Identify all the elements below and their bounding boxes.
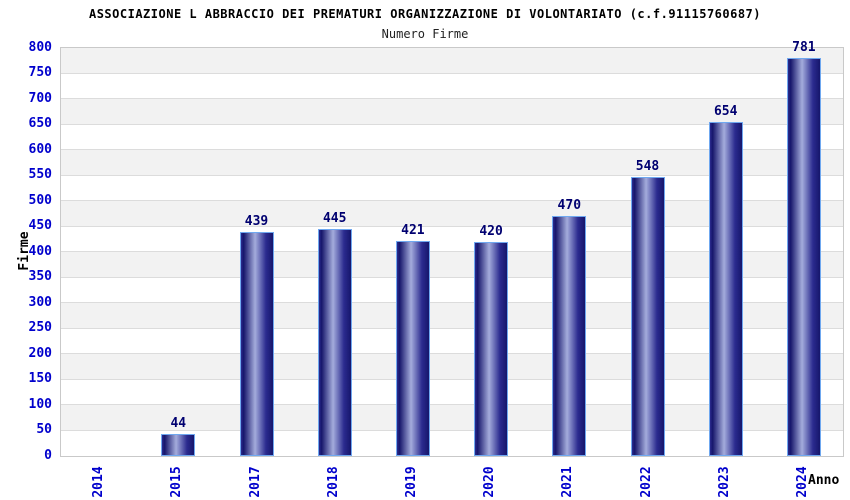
- x-axis-tick-label: 2020: [482, 466, 498, 498]
- bar-value-label: 470: [557, 198, 582, 214]
- chart-title: ASSOCIAZIONE L ABBRACCIO DEI PREMATURI O…: [88, 7, 762, 21]
- x-axis-tick-label: 2014: [91, 466, 107, 498]
- bar: [708, 122, 743, 456]
- grid-band: [61, 99, 843, 125]
- y-axis-tick-label: 650: [28, 116, 52, 131]
- y-axis-tick-label: 150: [28, 371, 52, 386]
- bar: [317, 229, 352, 456]
- bar: [552, 216, 587, 456]
- grid-band: [61, 73, 843, 99]
- x-axis-tick-label: 2019: [403, 466, 419, 498]
- y-axis-tick-label: 800: [28, 39, 52, 55]
- y-axis-tick-label: 300: [28, 294, 52, 310]
- y-axis-tick-label: 250: [28, 320, 52, 335]
- bar: [239, 232, 274, 456]
- x-axis-tick-label: 2018: [325, 466, 341, 498]
- y-axis-tick-label: 700: [28, 90, 52, 106]
- y-axis-tick-label: 500: [28, 192, 52, 208]
- y-axis-tick-label: 50: [36, 422, 52, 437]
- bar-value-label: 654: [713, 104, 738, 120]
- bar: [395, 241, 430, 456]
- bar-value-label: 421: [401, 223, 425, 239]
- bar-value-label: 781: [792, 39, 816, 55]
- y-axis-tick-label: 600: [28, 141, 52, 157]
- bar: [161, 433, 196, 456]
- bar-value-label: 439: [244, 214, 269, 230]
- y-axis-tick-label: 200: [28, 345, 52, 361]
- y-axis-tick-label: 750: [28, 65, 52, 80]
- grid-band: [61, 48, 843, 74]
- x-axis-tick-label: 2023: [716, 466, 732, 498]
- bar-value-label: 44: [170, 415, 187, 431]
- y-axis-tick-label: 350: [28, 269, 52, 284]
- bar: [474, 241, 509, 456]
- bar: [630, 176, 665, 456]
- x-axis-title: Anno: [808, 473, 840, 488]
- y-axis-title: Firme: [17, 231, 32, 271]
- y-axis-tick-label: 550: [28, 167, 52, 182]
- bar-value-label: 445: [322, 211, 347, 227]
- y-axis-tick-label: 0: [44, 447, 52, 463]
- bar: [786, 57, 821, 456]
- y-axis-tick-label: 400: [28, 243, 52, 259]
- x-axis-tick-label: 2021: [560, 466, 576, 498]
- x-axis-tick-label: 2022: [638, 466, 654, 498]
- y-axis-tick-label: 450: [28, 218, 52, 233]
- x-axis-tick-label: 2017: [247, 466, 263, 498]
- plot-area: 44 439 445 421 420 470 548 654 781: [60, 41, 844, 457]
- y-axis-tick-label: 100: [28, 396, 52, 412]
- bar-value-label: 548: [635, 158, 660, 174]
- bar-value-label: 420: [479, 223, 503, 239]
- chart-subtitle: Numero Firme: [381, 27, 469, 41]
- x-axis-tick-label: 2015: [169, 466, 185, 498]
